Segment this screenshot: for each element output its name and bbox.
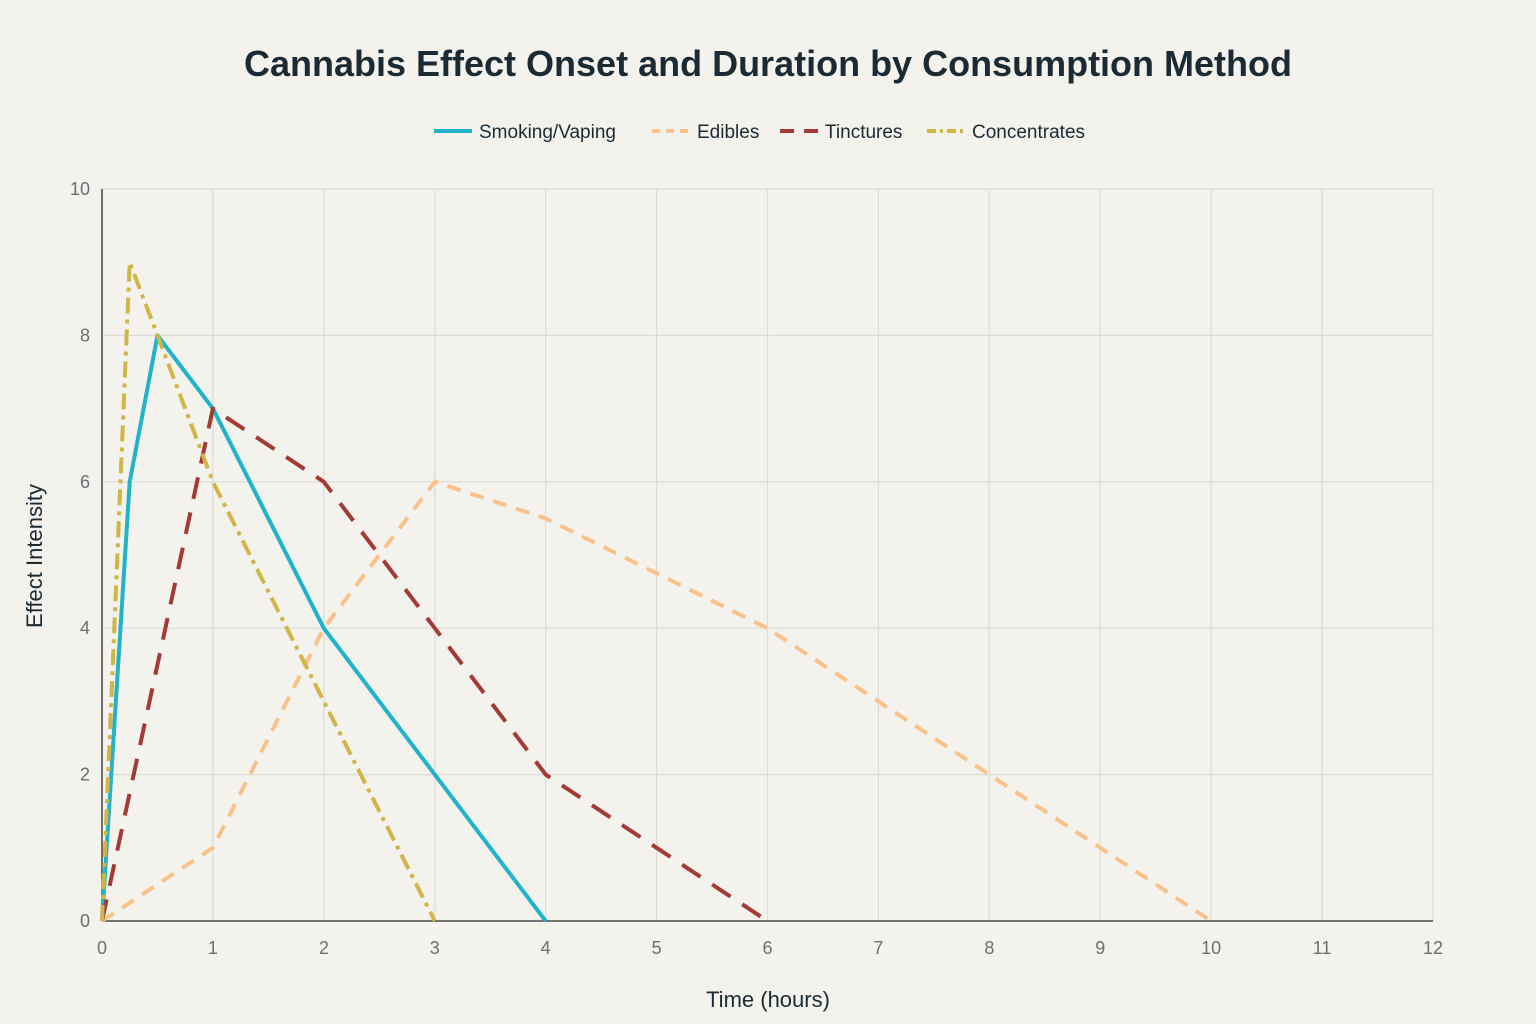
x-tick-label: 1: [208, 938, 218, 958]
legend-label-concentrates: Concentrates: [972, 122, 1085, 143]
x-tick-label: 4: [541, 938, 551, 958]
series-layer: [100, 260, 1213, 923]
x-tick-label: 3: [430, 938, 440, 958]
series-line-concentrates: [100, 260, 437, 922]
x-tick-label: 0: [97, 938, 107, 958]
x-tick-label: 8: [984, 938, 994, 958]
x-tick-label: 12: [1423, 938, 1443, 958]
x-tick-label: 7: [873, 938, 883, 958]
x-tick-label: 9: [1095, 938, 1105, 958]
y-tick-label: 6: [80, 472, 90, 492]
grid: [102, 188, 1434, 921]
y-tick-label: 8: [80, 325, 90, 345]
y-tick-label: 0: [80, 911, 90, 931]
legend-label-tinctures: Tinctures: [825, 122, 902, 143]
x-tick-label: 6: [762, 938, 772, 958]
legend-label-smoking-vaping: Smoking/Vaping: [479, 122, 616, 143]
y-tick-label: 10: [70, 179, 90, 199]
legend-label-edibles: Edibles: [697, 122, 759, 143]
y-axis-title: Effect Intensity: [22, 484, 47, 628]
x-tick-label: 11: [1313, 938, 1332, 958]
chart-title: Cannabis Effect Onset and Duration by Co…: [244, 43, 1292, 84]
x-tick-label: 2: [319, 938, 329, 958]
x-tick-label: 10: [1201, 938, 1221, 958]
series-line-tinctures: [100, 406, 769, 923]
x-tick-label: 5: [652, 938, 662, 958]
legend: Smoking/Vaping Edibles Tinctures Concentrat…: [434, 122, 1085, 143]
y-tick-label: 4: [80, 618, 90, 638]
series-line-edibles: [100, 479, 1213, 923]
x-axis-title: Time (hours): [706, 987, 830, 1012]
y-tick-label: 2: [80, 765, 90, 785]
